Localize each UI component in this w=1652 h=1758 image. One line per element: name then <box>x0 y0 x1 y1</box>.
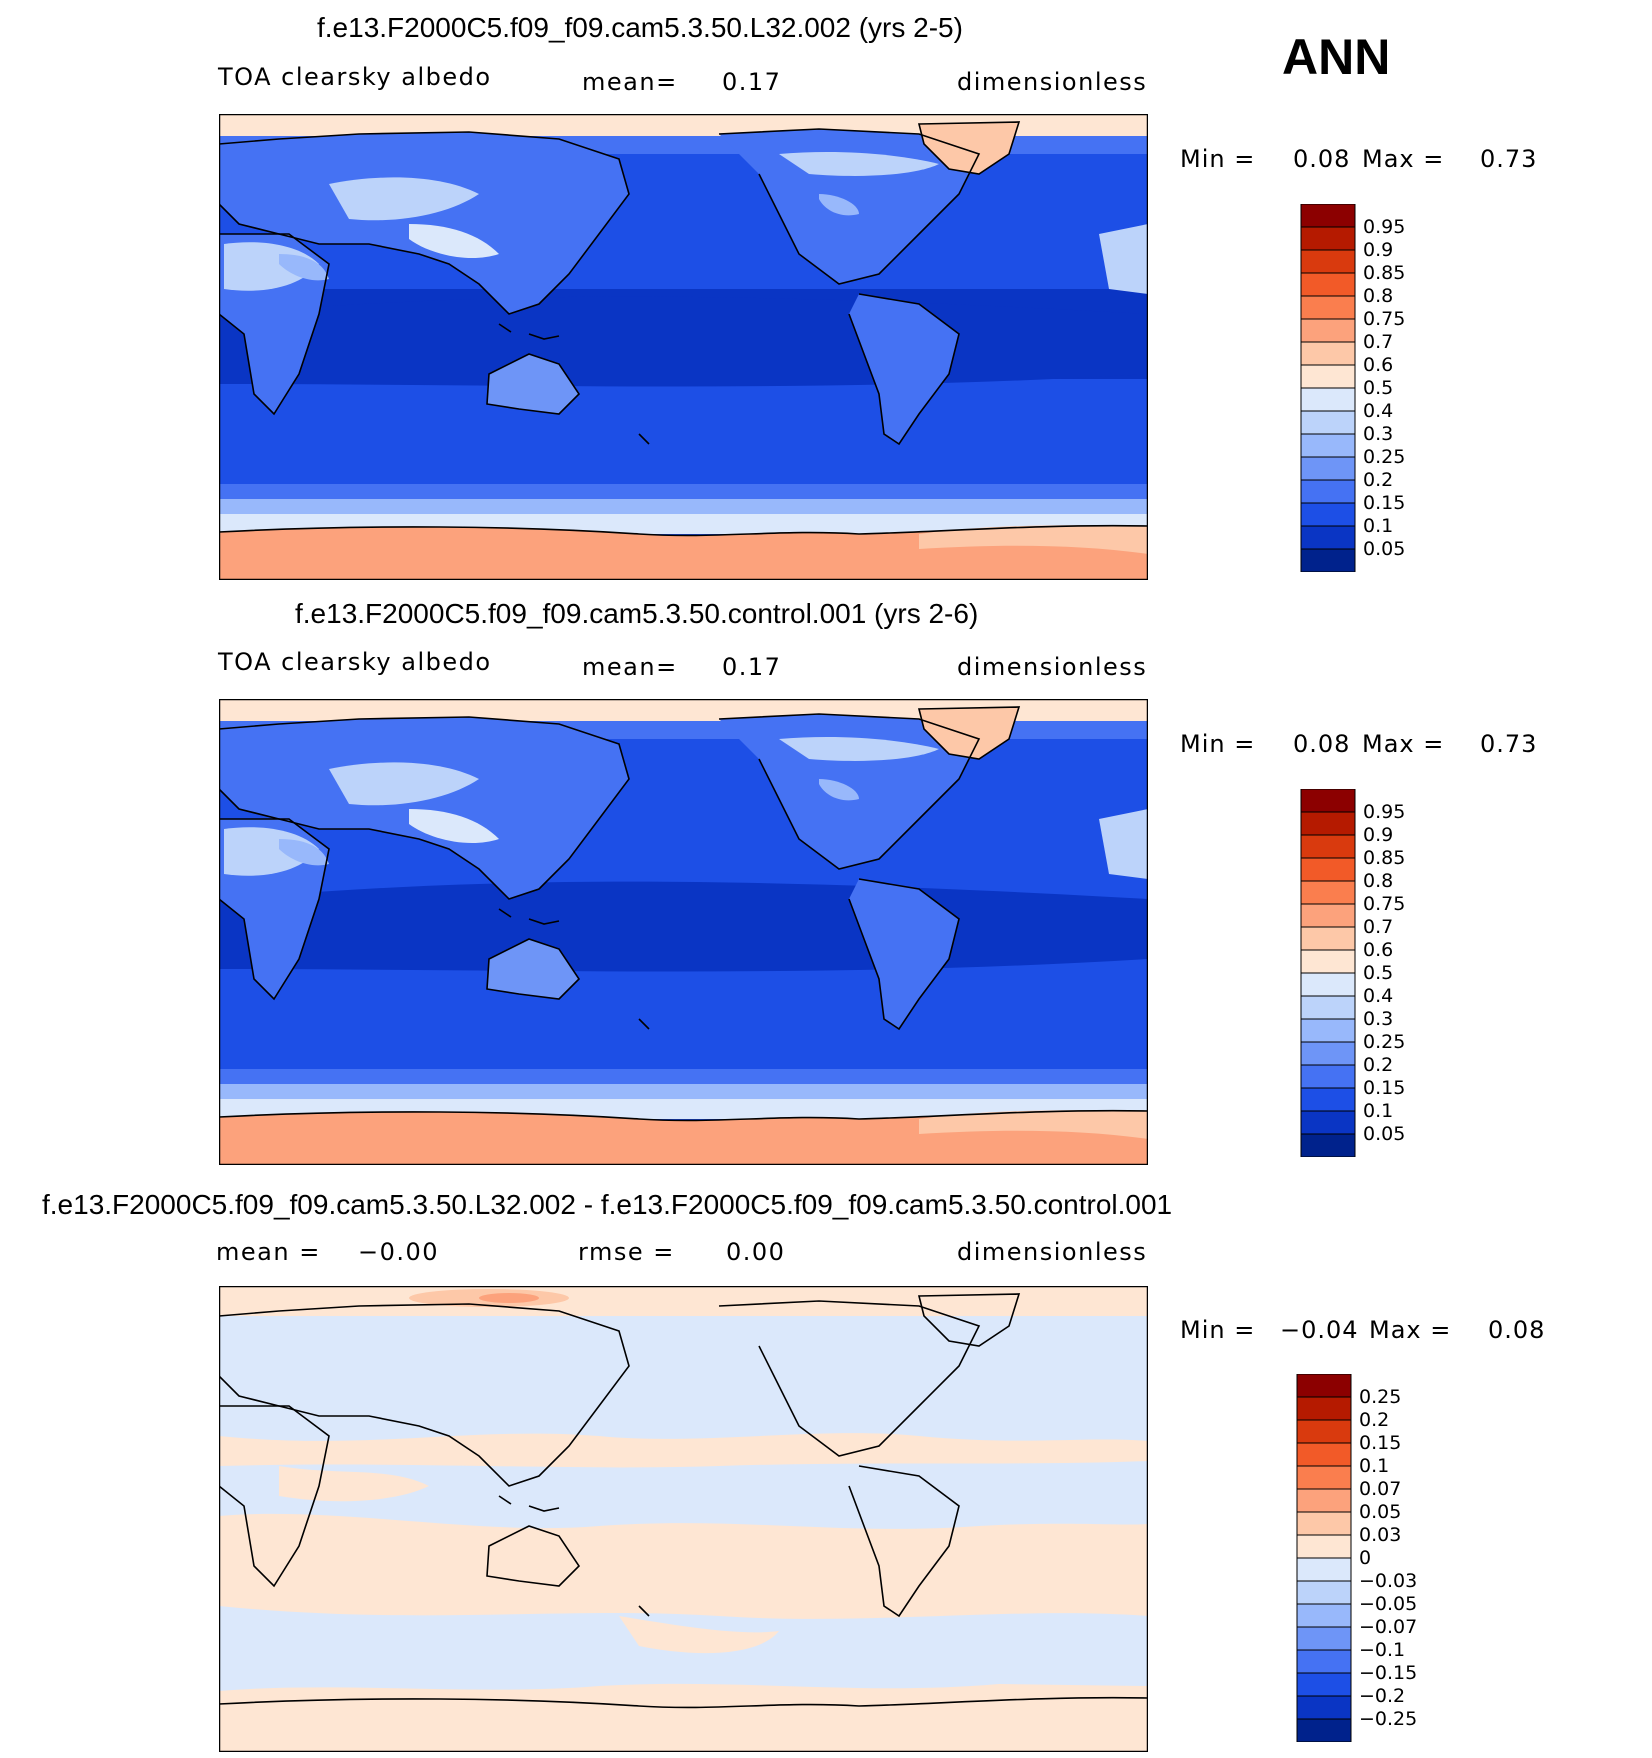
colorbar-tick-label: 0.07 <box>1359 1478 1402 1500</box>
colorbar-tick-label: 0.05 <box>1363 538 1406 560</box>
colorbar-tick-label: 0.05 <box>1363 1123 1406 1145</box>
panel-2-mean-value: 0.17 <box>722 653 782 681</box>
panel-1-title: f.e13.F2000C5.f09_f09.cam5.3.50.L32.002 … <box>317 12 963 43</box>
colorbar-tick-label: 0.15 <box>1363 492 1406 514</box>
panel-3-max-label: Max = <box>1369 1316 1452 1344</box>
colorbar-tick-label: 0.75 <box>1363 893 1406 915</box>
colorbar-tick-label: 0.15 <box>1359 1432 1402 1454</box>
colorbar-tick-label: −0.1 <box>1359 1639 1406 1661</box>
panel-3-rmse-value: 0.00 <box>726 1238 786 1266</box>
colorbar-tick-label: 0.05 <box>1359 1501 1402 1523</box>
panel-3-units: dimensionless <box>957 1238 1148 1266</box>
panel-3-mean-label: mean = <box>216 1238 321 1266</box>
colorbar-tick-label: 0.1 <box>1363 1100 1394 1122</box>
colorbar-swatch <box>1300 1133 1356 1157</box>
colorbar-tick-label: 0.8 <box>1363 870 1394 892</box>
panel-1-min-label: Min = <box>1180 145 1256 173</box>
colorbar-tick-label: 0.75 <box>1363 308 1406 330</box>
colorbar-tick-label: 0.85 <box>1363 262 1406 284</box>
colorbar-tick-label: 0.1 <box>1359 1455 1390 1477</box>
colorbar-swatch <box>1300 548 1356 572</box>
colorbar-tick-label: 0.6 <box>1363 939 1394 961</box>
colorbar-tick-label: 0.6 <box>1363 354 1394 376</box>
panel-3-min-label: Min = <box>1180 1316 1256 1344</box>
colorbar-tick-label: 0.5 <box>1363 962 1394 984</box>
panel-2-min-label: Min = <box>1180 730 1256 758</box>
colorbar-tick-label: 0.3 <box>1363 423 1394 445</box>
colorbar-tick-label: 0.7 <box>1363 916 1394 938</box>
panel-2-title: f.e13.F2000C5.f09_f09.cam5.3.50.control.… <box>295 598 979 629</box>
colorbar-swatch <box>1296 1718 1352 1742</box>
colorbar-tick-label: 0.25 <box>1359 1386 1402 1408</box>
panel-3-rmse-label: rmse = <box>578 1238 675 1266</box>
colorbar-tick-label: 0 <box>1359 1547 1372 1569</box>
colorbar-tick-label: 0.95 <box>1363 801 1406 823</box>
panel-1-variable: TOA clearsky albedo <box>218 63 492 91</box>
colorbar-tick-label: 0.9 <box>1363 824 1394 846</box>
colorbar-tick-label: 0.25 <box>1363 1031 1406 1053</box>
panel-1-units: dimensionless <box>957 68 1148 96</box>
panel-3-map <box>219 1286 1148 1752</box>
colorbar-tick-label: 0.25 <box>1363 446 1406 468</box>
colorbar-tick-label: 0.2 <box>1363 469 1394 491</box>
colorbar-tick-label: 0.4 <box>1363 400 1394 422</box>
panel-1-map <box>219 114 1148 580</box>
panel-2-units: dimensionless <box>957 653 1148 681</box>
panel-1-min-value: 0.08 <box>1293 145 1351 173</box>
colorbar-tick-label: −0.15 <box>1359 1662 1418 1684</box>
panel-3-title: f.e13.F2000C5.f09_f09.cam5.3.50.L32.002 … <box>42 1189 1173 1220</box>
panel-2-map <box>219 699 1148 1165</box>
colorbar-tick-label: 0.5 <box>1363 377 1394 399</box>
panel-2-max-value: 0.73 <box>1480 730 1538 758</box>
panel-2-min-value: 0.08 <box>1293 730 1351 758</box>
panel-3-min-value: −0.04 <box>1280 1316 1359 1344</box>
colorbar-tick-label: −0.03 <box>1359 1570 1418 1592</box>
panel-1-max-label: Max = <box>1362 145 1445 173</box>
panel-2-colorbar: 0.95 0.9 0.85 0.8 0.75 0.7 0.6 0.5 0.4 0.3 0.25 0.2… <box>1300 789 1420 1157</box>
colorbar-tick-label: 0.9 <box>1363 239 1394 261</box>
panel-1-max-value: 0.73 <box>1480 145 1538 173</box>
colorbar-tick-label: 0.15 <box>1363 1077 1406 1099</box>
colorbar-tick-label: −0.05 <box>1359 1593 1418 1615</box>
colorbar-tick-label: −0.07 <box>1359 1616 1418 1638</box>
colorbar-tick-label: −0.2 <box>1359 1685 1406 1707</box>
colorbar-tick-label: 0.4 <box>1363 985 1394 1007</box>
panel-3-colorbar: 0.25 0.2 0.15 0.1 0.07 0.05 0.03 0 −0.03 −0.05 −0.… <box>1296 1374 1426 1742</box>
colorbar-tick-label: 0.7 <box>1363 331 1394 353</box>
colorbar-tick-label: 0.1 <box>1363 515 1394 537</box>
panel-3-mean-value: −0.00 <box>358 1238 440 1266</box>
panel-2-mean-label: mean= <box>582 653 678 681</box>
panel-3-max-value: 0.08 <box>1488 1316 1546 1344</box>
colorbar-tick-label: 0.3 <box>1363 1008 1394 1030</box>
colorbar-tick-label: 0.03 <box>1359 1524 1402 1546</box>
panel-1-colorbar: 0.95 0.9 0.85 0.8 0.75 0.7 0.6 0.5 0.4 0.3 0.25 0.2… <box>1300 204 1420 572</box>
colorbar-tick-label: 0.85 <box>1363 847 1406 869</box>
colorbar-tick-label: 0.95 <box>1363 216 1406 238</box>
panel-2-variable: TOA clearsky albedo <box>218 648 492 676</box>
colorbar-tick-label: 0.2 <box>1359 1409 1390 1431</box>
season-label: ANN <box>1282 29 1391 85</box>
colorbar-tick-label: 0.2 <box>1363 1054 1394 1076</box>
colorbar-tick-label: 0.8 <box>1363 285 1394 307</box>
colorbar-tick-label: −0.25 <box>1359 1708 1418 1730</box>
panel-2-max-label: Max = <box>1362 730 1445 758</box>
panel-1-mean-label: mean= <box>582 68 678 96</box>
panel-1-mean-value: 0.17 <box>722 68 782 96</box>
